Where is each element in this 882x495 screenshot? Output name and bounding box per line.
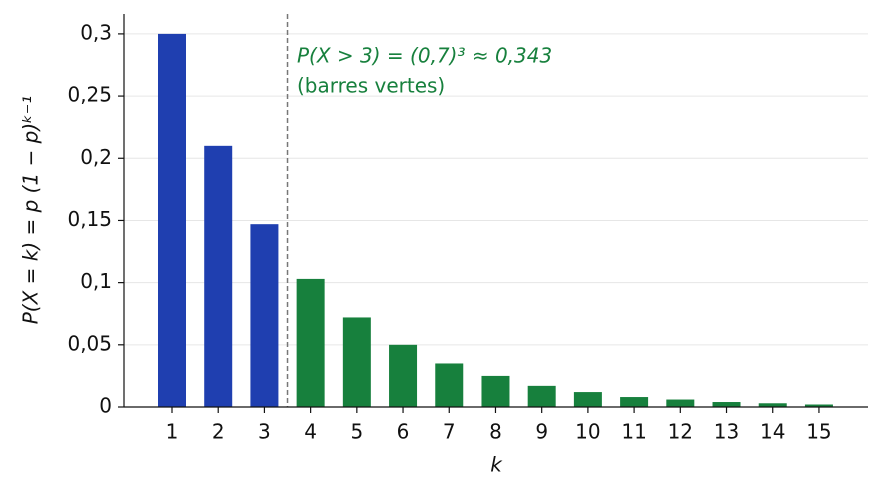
y-tick-label: 0,1: [80, 269, 112, 293]
x-tick-label: 1: [166, 420, 179, 444]
x-tick-label: 7: [443, 420, 456, 444]
y-tick-label: 0,2: [80, 145, 112, 169]
x-tick-label: 2: [212, 420, 225, 444]
bar: [620, 397, 649, 407]
x-tick-label: 9: [535, 420, 548, 444]
bar: [666, 399, 695, 407]
bar: [250, 224, 279, 407]
bar: [204, 145, 233, 408]
bar: [435, 363, 464, 407]
bar: [758, 403, 787, 407]
y-tick-label: 0: [99, 394, 112, 418]
y-tick-label: 0,3: [80, 20, 112, 44]
bar: [158, 33, 186, 407]
x-tick-label: 12: [668, 420, 693, 444]
bar: [342, 317, 371, 407]
x-tick-label: 13: [714, 420, 739, 444]
x-tick-label: 4: [304, 420, 317, 444]
x-tick-label: 15: [806, 420, 831, 444]
bar: [804, 404, 833, 407]
bar: [712, 402, 741, 407]
bar: [481, 375, 510, 407]
x-tick-label: 5: [350, 420, 363, 444]
bar: [296, 278, 325, 407]
y-axis-label: P(X = k) = p (1 − p)ᵏ⁻¹: [19, 96, 43, 325]
y-tick-label: 0,05: [67, 331, 112, 355]
x-tick-label: 6: [397, 420, 410, 444]
annotation: (barres vertes): [297, 74, 445, 98]
x-axis-label: k: [490, 453, 503, 477]
bar: [527, 385, 556, 407]
bar: [573, 392, 602, 407]
x-tick-label: 11: [621, 420, 646, 444]
y-tick-label: 0,15: [67, 207, 112, 231]
bar: [389, 344, 418, 407]
x-tick-label: 14: [760, 420, 785, 444]
x-tick-label: 3: [258, 420, 271, 444]
annotation: P(X > 3) = (0,7)³ ≈ 0,343: [297, 44, 552, 68]
y-tick-label: 0,25: [67, 83, 112, 107]
x-tick-label: 10: [575, 420, 600, 444]
x-tick-label: 8: [489, 420, 502, 444]
